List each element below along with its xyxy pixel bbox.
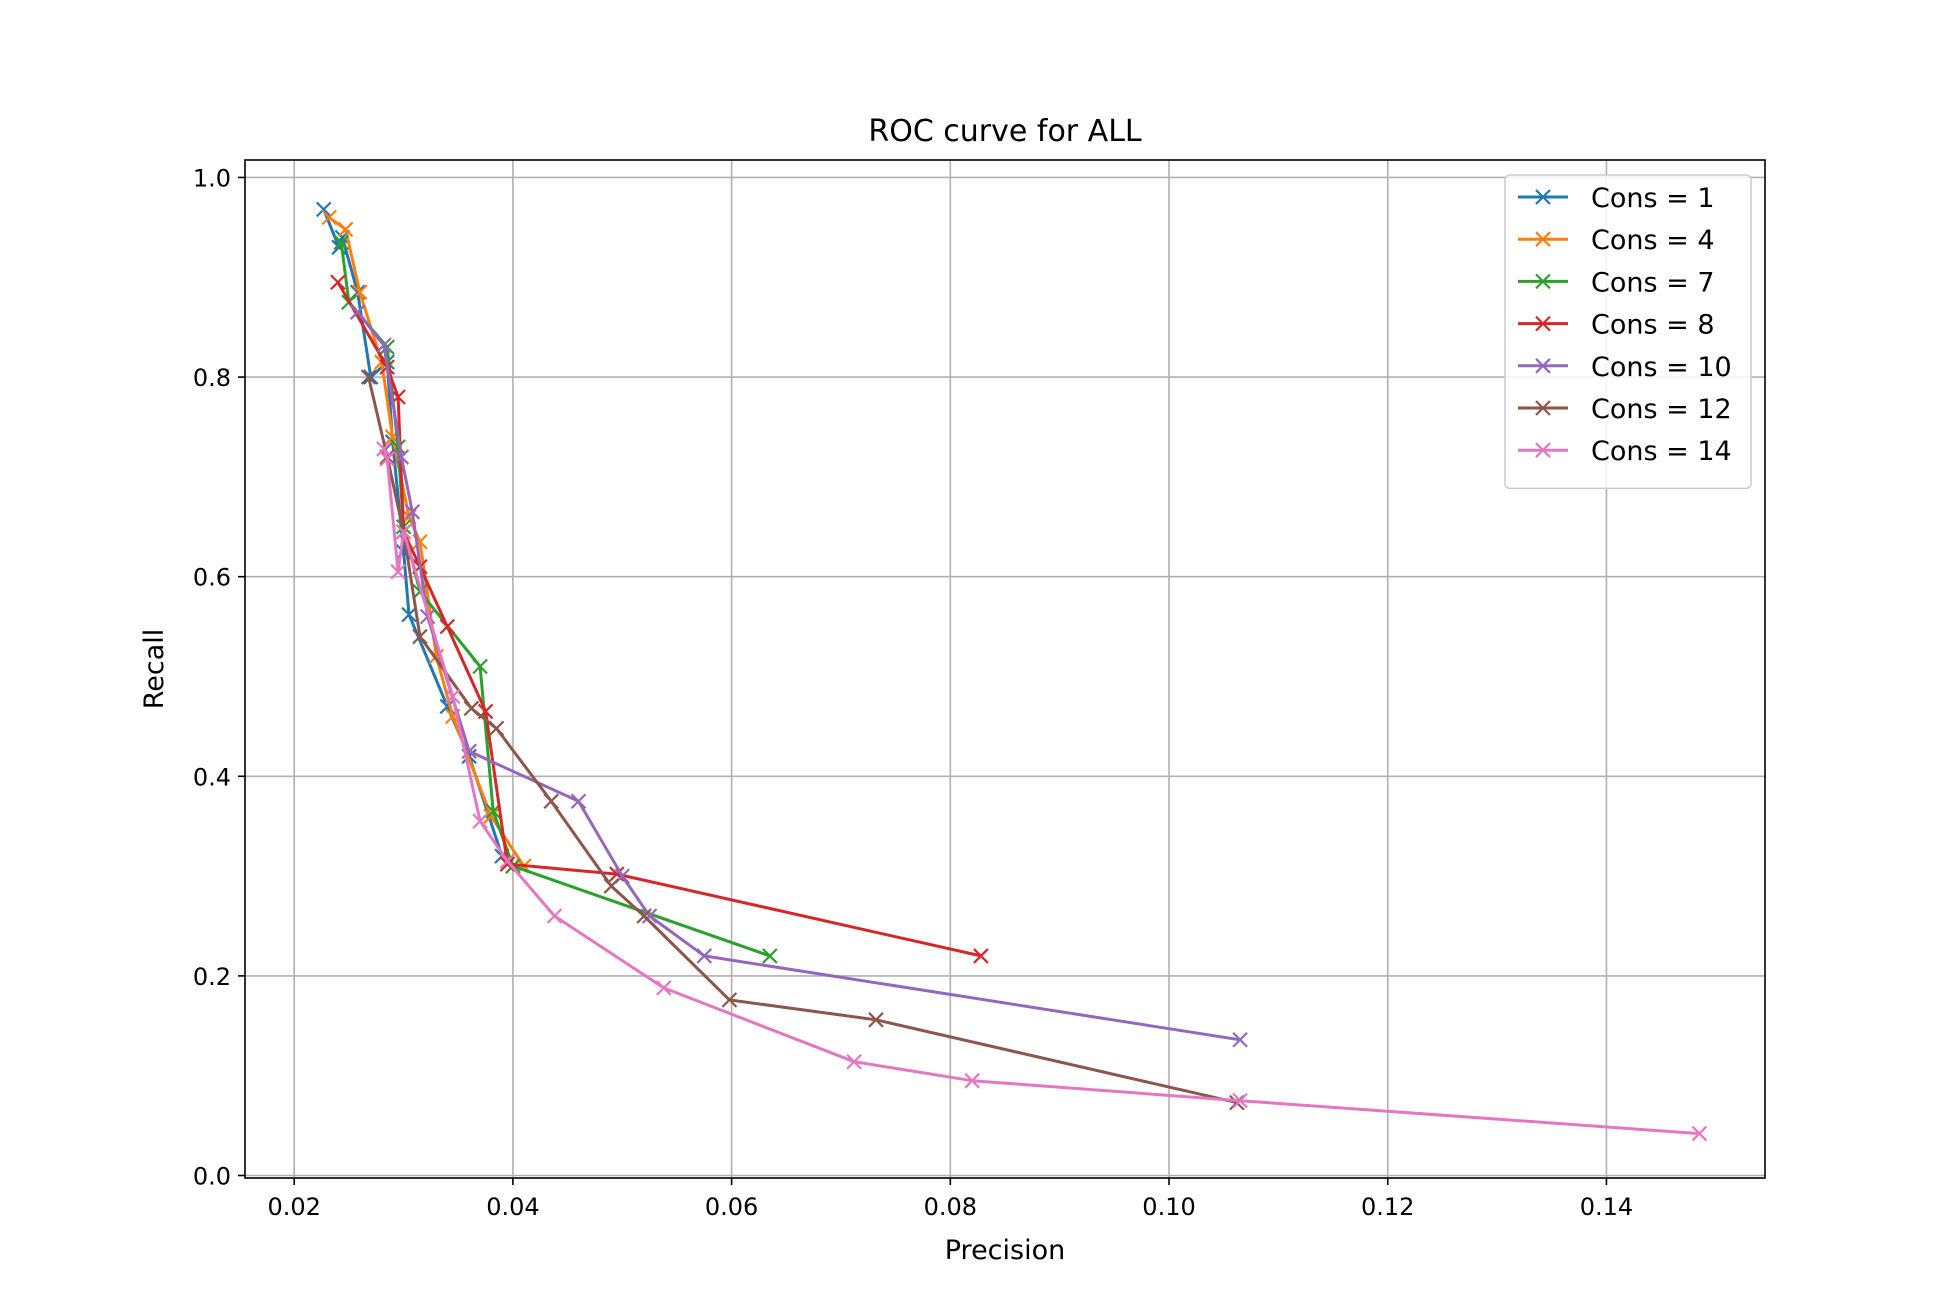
data-point — [609, 866, 625, 882]
legend-entry: Cons = 14 — [1518, 436, 1732, 467]
data-point — [337, 221, 354, 238]
x-tick-label: 0.12 — [1361, 1193, 1414, 1221]
data-point — [472, 813, 488, 829]
data-point — [546, 908, 563, 924]
x-tick-label: 0.14 — [1580, 1193, 1633, 1221]
data-point — [762, 948, 778, 964]
series-line — [336, 281, 982, 958]
data-point — [499, 853, 516, 869]
y-axis-label: Recall — [139, 629, 170, 710]
data-point — [376, 337, 392, 353]
data-point — [321, 209, 337, 226]
legend-entry: Cons = 10 — [1518, 352, 1732, 383]
data-point — [636, 908, 652, 924]
legend-entry: Cons = 12 — [1518, 394, 1732, 425]
data-point — [973, 948, 989, 964]
data-point — [401, 606, 417, 623]
legend-marker — [1535, 400, 1551, 416]
data-point — [543, 793, 559, 810]
legend-marker — [1535, 231, 1551, 247]
data-point — [412, 628, 428, 645]
x-tick-label: 0.10 — [1142, 1193, 1195, 1221]
data-point — [360, 369, 377, 385]
y-tick-label: 1.0 — [193, 164, 231, 192]
plot-frame — [244, 159, 1766, 1179]
legend-entry: Cons = 8 — [1518, 310, 1715, 341]
data-point — [404, 504, 421, 520]
data-point — [696, 948, 713, 964]
legend-box — [1504, 174, 1752, 490]
data-point — [603, 878, 620, 894]
legend-marker — [1535, 273, 1551, 290]
data-point — [488, 720, 505, 737]
data-point — [330, 274, 346, 291]
legend-entry: Cons = 4 — [1518, 225, 1715, 256]
legend-label: Cons = 12 — [1591, 394, 1732, 425]
legend-label: Cons = 10 — [1591, 352, 1732, 383]
data-point — [362, 369, 379, 385]
legend: Cons = 1 Cons = 4 Cons = 7 Cons = 8 Cons = 1… — [1504, 174, 1752, 490]
data-point — [463, 700, 480, 717]
series-group — [315, 201, 1708, 1142]
legend-marker — [1535, 442, 1551, 458]
data-point — [439, 618, 456, 635]
data-point — [472, 658, 488, 675]
y-tick-label: 0.0 — [193, 1163, 231, 1191]
data-point — [393, 449, 410, 465]
y-tick-label: 0.8 — [193, 364, 231, 392]
data-point — [1232, 1092, 1248, 1109]
data-point — [1232, 1031, 1248, 1048]
data-point — [395, 523, 412, 540]
data-point — [390, 563, 406, 580]
y-tick-label: 0.2 — [193, 963, 231, 991]
data-point — [444, 688, 461, 705]
data-point — [1691, 1125, 1708, 1142]
data-point — [349, 304, 366, 320]
y-tick-label: 0.4 — [193, 763, 231, 791]
legend-marker — [1535, 358, 1551, 374]
data-point — [964, 1072, 980, 1089]
grid — [245, 160, 1765, 1178]
legend-entry: Cons = 1 — [1518, 183, 1715, 214]
legend-label: Cons = 7 — [1591, 267, 1715, 298]
data-point — [379, 451, 395, 467]
legend-label: Cons = 1 — [1591, 183, 1715, 214]
data-point — [333, 234, 350, 251]
legend-marker — [1535, 189, 1551, 205]
x-tick-label: 0.02 — [267, 1193, 320, 1221]
data-point — [376, 441, 392, 457]
data-point — [721, 992, 738, 1008]
legend-label: Cons = 8 — [1591, 310, 1715, 341]
data-point — [846, 1053, 862, 1070]
chart-title: ROC curve for ALL — [868, 114, 1142, 149]
y-tick-label: 0.6 — [193, 564, 231, 592]
data-point — [656, 980, 672, 996]
x-axis-label: Precision — [945, 1235, 1065, 1266]
data-point — [641, 908, 658, 924]
x-tick-label: 0.06 — [705, 1193, 758, 1221]
legend-marker — [1535, 315, 1551, 332]
legend-entry: Cons = 7 — [1518, 267, 1715, 298]
series-7 — [376, 441, 1708, 1142]
x-tick-label: 0.04 — [486, 1193, 539, 1221]
data-point — [868, 1012, 884, 1028]
data-point — [315, 201, 332, 218]
ticks: 0.02 0.04 0.06 0.08 0.10 0.12 0.14 0.0 0.2 0.4 0.6… — [193, 164, 1633, 1221]
x-tick-label: 0.08 — [924, 1193, 977, 1221]
legend-label: Cons = 14 — [1591, 436, 1732, 467]
series-line — [367, 376, 1238, 1105]
legend-label: Cons = 4 — [1591, 225, 1715, 256]
data-point — [570, 793, 587, 810]
